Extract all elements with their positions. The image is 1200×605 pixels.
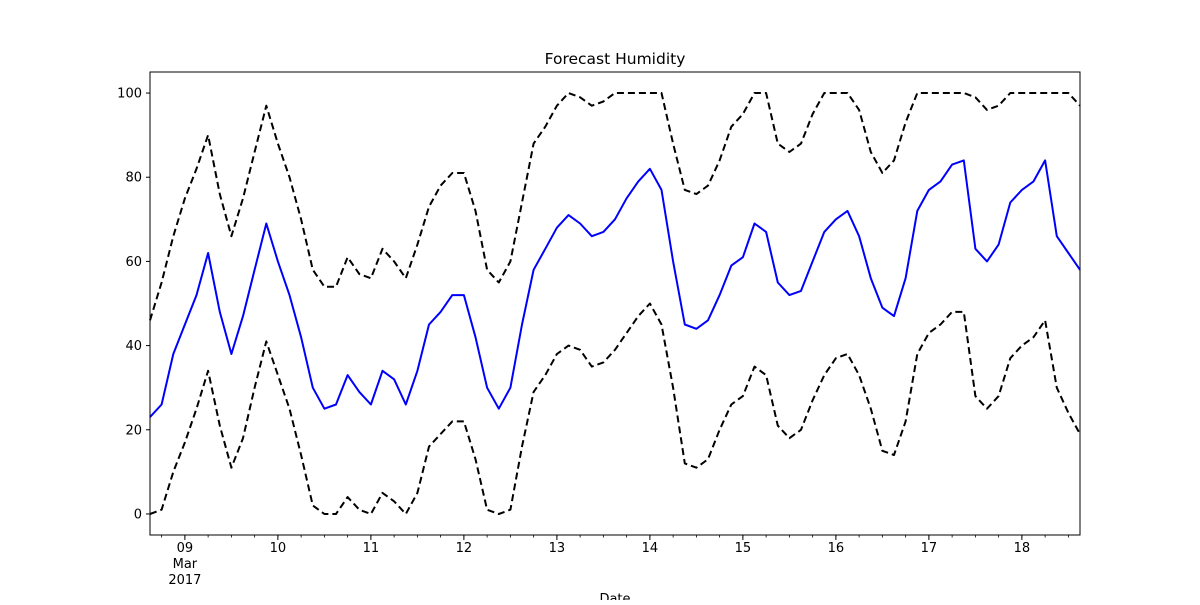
y-tick-label: 0	[134, 507, 142, 522]
x-tick-label: 11	[363, 541, 380, 556]
series-line-2	[149, 92, 1081, 321]
x-tick-year-label: 2017	[168, 573, 201, 588]
x-tick-label: 18	[1014, 541, 1031, 556]
series-line-3	[149, 302, 1081, 515]
x-tick-label: 17	[921, 541, 938, 556]
x-tick-label: 09	[177, 541, 194, 556]
y-tick-label: 100	[117, 87, 142, 102]
y-tick-label: 80	[125, 171, 142, 186]
x-tick-label: 13	[549, 541, 566, 556]
x-tick-label: 15	[735, 541, 752, 556]
y-tick-label: 60	[125, 255, 142, 270]
chart-title: Forecast Humidity	[545, 50, 686, 68]
x-axis-label: Date	[599, 592, 630, 600]
x-tick-label: 10	[270, 541, 287, 556]
series-layer	[149, 92, 1081, 515]
x-tick-month-label: Mar	[173, 557, 198, 572]
y-tick-label: 20	[125, 423, 142, 438]
x-tick-label: 12	[456, 541, 473, 556]
y-tick-label: 40	[125, 339, 142, 354]
x-tick-label: 14	[642, 541, 659, 556]
x-tick-label: 16	[828, 541, 845, 556]
plot-frame	[149, 71, 1081, 536]
series-line-1	[149, 159, 1081, 418]
